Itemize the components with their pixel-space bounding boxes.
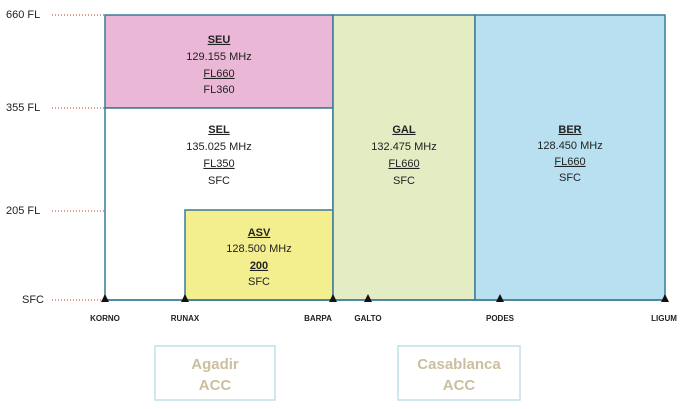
sector-ber-text: BER 128.450 MHz FL660 SFC bbox=[537, 124, 602, 184]
acc-box bbox=[397, 345, 521, 401]
levels: 660 FL 355 FL 205 FL SFC bbox=[6, 9, 185, 306]
sector-upper: 200 bbox=[250, 260, 268, 272]
sector-frequency: 129.155 MHz bbox=[186, 51, 251, 63]
level-label: 355 FL bbox=[6, 102, 40, 114]
sector-ber bbox=[474, 14, 666, 301]
sector-gal bbox=[332, 14, 476, 301]
sector-name: ASV bbox=[248, 227, 271, 239]
sector-upper: FL660 bbox=[554, 156, 585, 168]
level-label: 660 FL bbox=[6, 9, 40, 21]
sector-name: BER bbox=[558, 124, 581, 136]
sector-frequency: 135.025 MHz bbox=[186, 141, 251, 153]
acc-box bbox=[154, 345, 276, 401]
sector-lower: SFC bbox=[248, 276, 270, 288]
sector-asv bbox=[184, 209, 334, 301]
sector-name: SEU bbox=[208, 34, 231, 46]
sector-lower: FL360 bbox=[203, 84, 234, 96]
waypoint-label: PODES bbox=[486, 314, 515, 323]
level-label: SFC bbox=[22, 294, 44, 306]
waypoint-markers bbox=[101, 294, 669, 302]
sector-upper: FL350 bbox=[203, 158, 234, 170]
acc-name: Agadir bbox=[191, 356, 239, 373]
sector-lower: SFC bbox=[559, 172, 581, 184]
sector-name: GAL bbox=[392, 124, 416, 136]
sector-upper: FL660 bbox=[203, 68, 234, 80]
acc-name: Casablanca bbox=[417, 356, 501, 373]
sector-frequency: 128.450 MHz bbox=[537, 140, 602, 152]
sector-frequency: 128.500 MHz bbox=[226, 243, 291, 255]
waypoint-label: BARPA bbox=[304, 314, 332, 323]
waypoint-label: RUNAX bbox=[171, 314, 200, 323]
acc-unit: ACC bbox=[199, 377, 232, 394]
sector-seu-text: SEU 129.155 MHz FL660 FL360 bbox=[186, 34, 251, 96]
sector-sel-text: SEL 135.025 MHz FL350 SFC bbox=[186, 124, 251, 187]
sector-lower: SFC bbox=[208, 175, 230, 187]
waypoint-label: GALTO bbox=[354, 314, 381, 323]
sector-name: SEL bbox=[208, 124, 230, 136]
sector-asv-text: ASV 128.500 MHz 200 SFC bbox=[226, 227, 291, 288]
sector-lower: SFC bbox=[393, 175, 415, 187]
waypoint-label: KORNO bbox=[90, 314, 120, 323]
sector-frequency: 132.475 MHz bbox=[371, 141, 436, 153]
acc-unit: ACC bbox=[443, 377, 476, 394]
level-label: 205 FL bbox=[6, 205, 40, 217]
waypoint-label: LIGUM bbox=[651, 314, 677, 323]
sector-upper: FL660 bbox=[388, 158, 419, 170]
sector-gal-text: GAL 132.475 MHz FL660 SFC bbox=[371, 124, 436, 187]
